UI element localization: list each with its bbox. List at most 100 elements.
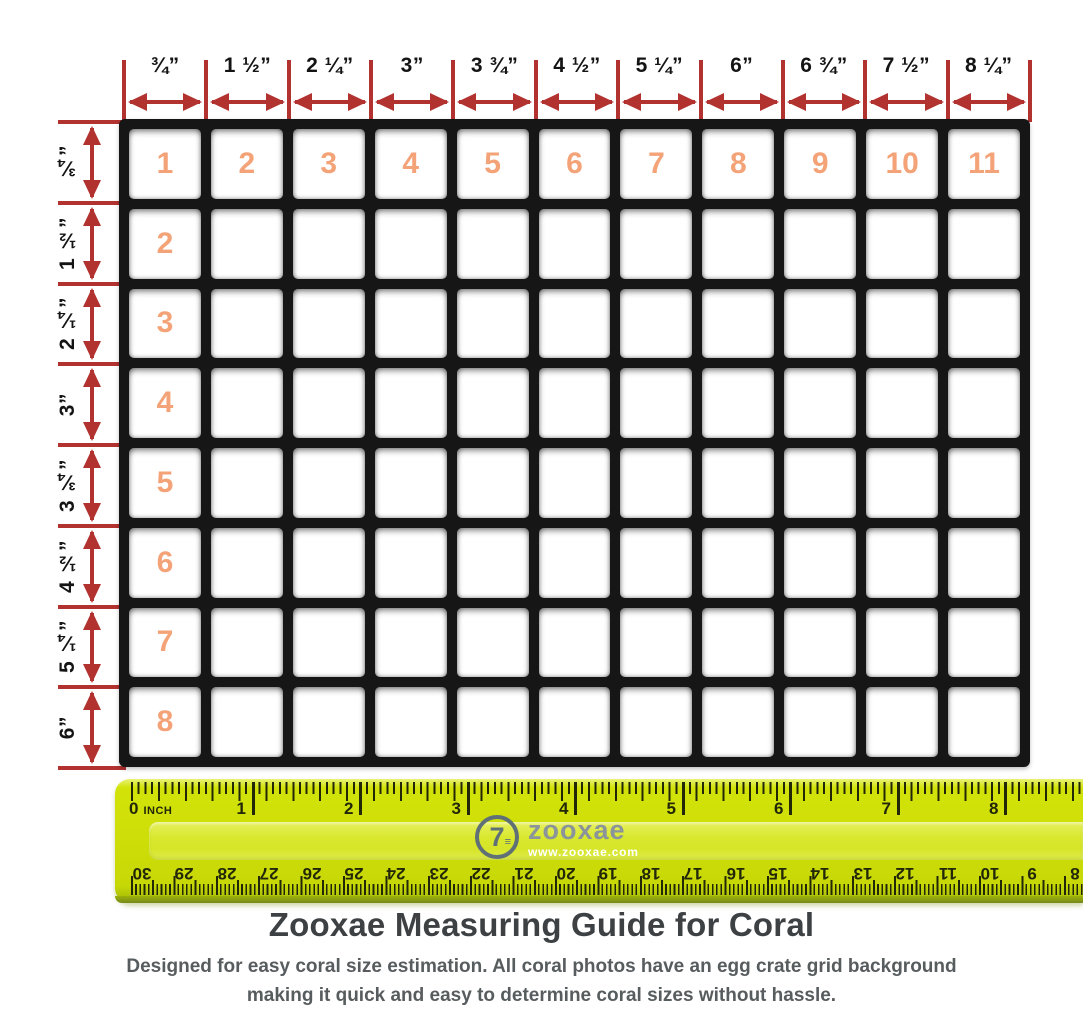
top-dimension-segment: 2 ¼” [286, 54, 371, 122]
top-dimension-segment: 3 ¾” [451, 54, 535, 122]
dimension-tick [58, 200, 126, 205]
dimension-label: 1 ½” [223, 54, 272, 77]
dimension-label: 4 ½” [553, 54, 601, 77]
dimension-tick [945, 60, 950, 122]
dimension-arrow [130, 100, 201, 104]
top-dimension-segment: 6” [698, 54, 783, 122]
grid-cell-number: 6 [566, 146, 583, 180]
page-subtitle: Designed for easy coral size estimation.… [0, 953, 1083, 1010]
cm-number: 25 [344, 864, 364, 883]
egg-crate-grid: 1 2 3 4 5 6 7 8 9 10 11 2 3 4 5 6 7 8 [119, 119, 1030, 767]
zooxae-logo-lines: ≡ [504, 836, 511, 849]
dimension-arrow [541, 100, 613, 104]
grid-cell: 9 [784, 129, 857, 199]
grid-cell: 10 [866, 129, 939, 199]
dimension-tick [122, 60, 126, 122]
dimension-tick [533, 60, 538, 122]
cm-number: 14 [810, 864, 830, 883]
grid-cell [948, 368, 1020, 438]
dimension-tick [616, 60, 621, 122]
grid-cell: 1 [129, 129, 201, 199]
dimension-tick [780, 60, 785, 122]
cm-number: 12 [895, 864, 915, 883]
cm-number: 8 [1070, 864, 1080, 883]
dimension-arrow [294, 100, 366, 104]
cm-number: 22 [471, 864, 491, 883]
grid-cell-number: 9 [811, 146, 829, 180]
dimension-label: ¾” [150, 54, 180, 77]
grid-cell [784, 687, 857, 757]
top-dimension-segment: 4 ½” [533, 54, 618, 122]
grid-cell-number: 2 [156, 226, 174, 260]
grid-cell [292, 288, 365, 359]
mm-tick-strip [131, 884, 1083, 895]
cm-number: 26 [302, 864, 322, 883]
dimension-arrow [212, 100, 283, 104]
grid-cell [538, 607, 611, 678]
cm-number: 30 [132, 864, 152, 883]
dimension-label: 7 ½” [882, 54, 931, 77]
grid-cell [456, 607, 529, 678]
top-dimension-segment: 7 ½” [863, 54, 947, 122]
dimension-tick [58, 443, 126, 447]
grid-cell: 2 [129, 208, 201, 279]
grid-cell [374, 527, 447, 598]
grid-cell [948, 288, 1020, 359]
top-dimension-segment: 5 ¼” [616, 54, 700, 122]
ruler-groove [149, 822, 1083, 860]
grid-cell [702, 607, 775, 678]
dimension-tick [58, 362, 126, 367]
grid-cell [784, 208, 857, 279]
grid-cell: 3 [129, 288, 201, 359]
grid-cell [784, 368, 857, 438]
dimension-tick [58, 523, 126, 528]
grid-cell [374, 607, 447, 678]
brand-name: zooxae [528, 814, 626, 845]
dimension-tick [58, 604, 126, 609]
grid-cell [620, 208, 693, 279]
cm-number: 17 [683, 864, 703, 883]
dimension-arrow [459, 100, 530, 104]
left-dimension-segment: 3” [54, 362, 126, 445]
cm-number: 20 [556, 864, 576, 883]
grid-cell: 7 [129, 607, 201, 678]
top-dimension-scale: ¾” 1 ½” 2 ¼” 3” 3 ¾” 4 ½” 5 ¼” 6” 6 ¾” 7 ½” 8 ¼” [122, 54, 1032, 122]
grid-cell [948, 607, 1020, 678]
dimension-arrow [788, 100, 860, 104]
grid-cell [538, 687, 611, 757]
grid-cell [538, 527, 611, 598]
grid-cell [784, 448, 857, 518]
grid-cell [292, 448, 365, 518]
brand-website: www.zooxae.com [528, 844, 639, 859]
dimension-arrow [871, 100, 942, 104]
grid-cell [292, 368, 365, 438]
grid-cell [702, 687, 775, 757]
grid-cell [374, 208, 447, 279]
grid-cell [866, 687, 939, 757]
left-dimension-segment: 1 ½” [54, 200, 126, 284]
left-dimension-segment: 5 ¼” [54, 604, 126, 688]
grid-cell [374, 448, 447, 518]
grid-cell [866, 607, 939, 678]
dimension-arrow [90, 612, 94, 682]
grid-cell: 6 [129, 527, 201, 598]
subtitle-line-2: making it quick and easy to determine co… [246, 984, 837, 1006]
grid-cell-number: 10 [885, 146, 919, 180]
cm-number: 15 [768, 864, 788, 883]
grid-cell-number: 5 [484, 146, 501, 180]
grid-cell [620, 607, 693, 678]
grid-cell: 5 [456, 129, 529, 199]
cm-number: 29 [174, 864, 194, 883]
grid-cell [292, 607, 365, 678]
dimension-arrow [90, 208, 94, 278]
grid-cell [620, 448, 693, 518]
grid-cell [210, 208, 283, 279]
grid-cell [702, 527, 775, 598]
dimension-tick [204, 60, 209, 122]
cm-number: 10 [980, 864, 1000, 883]
grid-cell [866, 368, 939, 438]
cm-number: 11 [938, 864, 957, 883]
grid-cell [374, 288, 447, 359]
grid-cell [620, 368, 693, 438]
dimension-arrow [90, 128, 94, 197]
